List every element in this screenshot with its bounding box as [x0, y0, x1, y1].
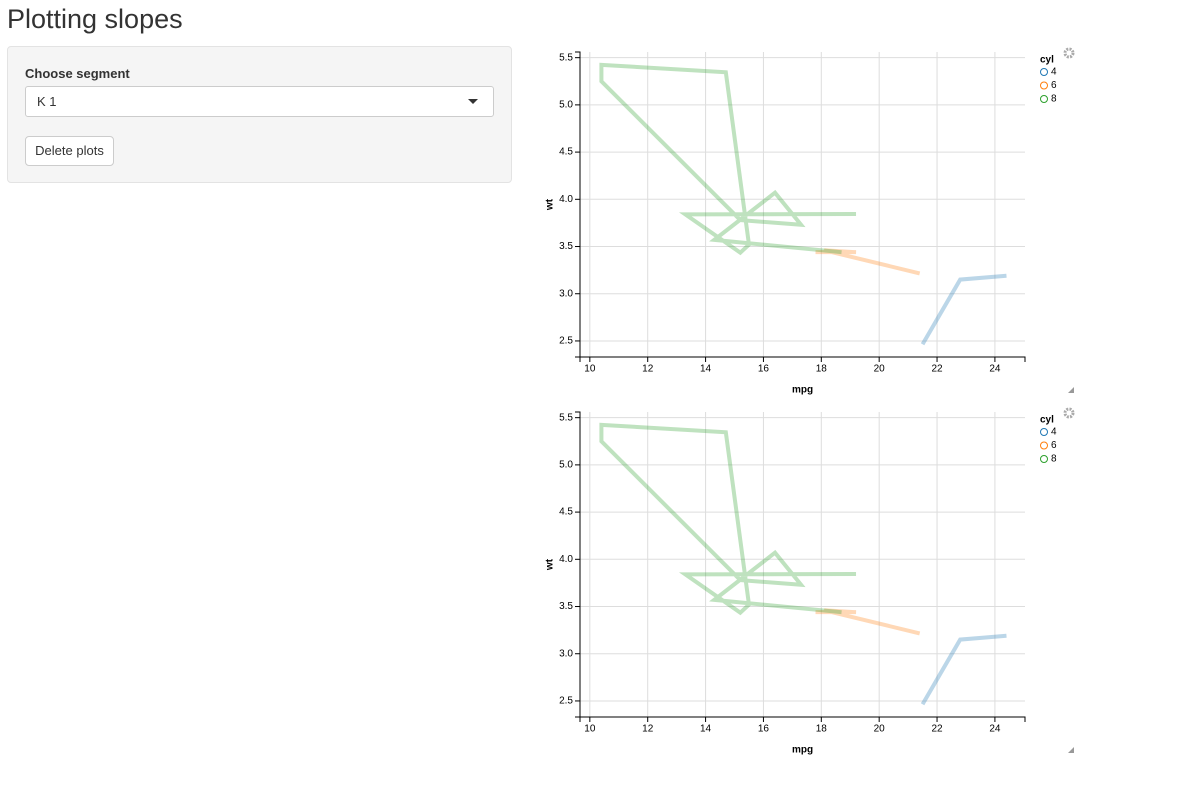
- legend-symbol: [1040, 428, 1048, 436]
- y-tick-label: 2.5: [559, 696, 573, 707]
- x-tick-label: 10: [584, 364, 596, 375]
- y-tick-label: 5.5: [559, 412, 573, 423]
- select-label: Choose segment: [25, 66, 130, 81]
- x-tick-label: 16: [758, 364, 770, 375]
- y-tick-label: 4.5: [559, 147, 573, 158]
- select-value: K 1: [37, 94, 57, 109]
- x-tick-label: 14: [700, 364, 712, 375]
- y-tick-label: 2.5: [559, 336, 573, 347]
- legend-symbol: [1040, 81, 1048, 90]
- segment-select[interactable]: K 1: [25, 86, 494, 117]
- chart: 10 12 14 16 18 20 22 24 2.5 3.0 3.5 4.0 4.5 5.0 5.5 mpg…: [545, 47, 1075, 396]
- y-tick-label: 3.5: [559, 601, 573, 612]
- series-line: [920, 633, 1007, 706]
- x-tick-label: 24: [989, 724, 1001, 735]
- gear-icon[interactable]: [1063, 47, 1075, 59]
- series-line: [815, 608, 921, 636]
- legend-symbol: [1040, 95, 1048, 103]
- x-axis: [579, 716, 1026, 722]
- legend-label: 6: [1051, 440, 1057, 451]
- x-tick-label: 22: [931, 364, 943, 375]
- page-title: Plotting slopes: [7, 4, 183, 34]
- legend-symbol: [1040, 441, 1048, 450]
- y-tick-label: 5.0: [559, 100, 573, 111]
- x-tick-label: 18: [816, 724, 828, 735]
- y-tick-label: 5.0: [559, 460, 573, 471]
- y-tick-label: 4.0: [559, 554, 573, 565]
- y-axis: [575, 51, 581, 358]
- legend-title: cyl: [1040, 55, 1054, 66]
- legend-label: 6: [1051, 80, 1057, 91]
- resize-handle: [1068, 387, 1074, 393]
- x-tick-label: 18: [816, 364, 828, 375]
- legend-symbol: [1040, 68, 1048, 76]
- legend-title: cyl: [1040, 415, 1054, 426]
- x-tick-label: 12: [642, 364, 654, 375]
- gear-icon[interactable]: [1063, 407, 1075, 419]
- legend-label: 4: [1051, 67, 1057, 78]
- x-tick-label: 16: [758, 724, 770, 735]
- x-tick-label: 20: [874, 364, 886, 375]
- legend-label: 8: [1051, 94, 1057, 105]
- y-tick-label: 5.5: [559, 52, 573, 63]
- x-tick-label: 14: [700, 724, 712, 735]
- x-tick-label: 20: [874, 724, 886, 735]
- chart: 10 12 14 16 18 20 22 24 2.5 3.0 3.5 4.0 4.5 5.0 5.5 mpg…: [545, 407, 1075, 756]
- x-axis: [579, 356, 1026, 362]
- y-tick-label: 4.0: [559, 194, 573, 205]
- x-axis-label: mpg: [792, 385, 813, 396]
- y-tick-label: 4.5: [559, 507, 573, 518]
- x-tick-label: 24: [989, 364, 1001, 375]
- y-axis-label: wt: [545, 558, 556, 571]
- legend-symbol: [1040, 455, 1048, 463]
- y-tick-label: 3.5: [559, 241, 573, 252]
- y-tick-label: 3.0: [559, 288, 573, 299]
- series-line: [920, 273, 1007, 346]
- legend-label: 8: [1051, 454, 1057, 465]
- resize-handle: [1068, 747, 1074, 753]
- x-axis-label: mpg: [792, 745, 813, 756]
- x-tick-label: 12: [642, 724, 654, 735]
- caret: [468, 99, 478, 104]
- series-line: [599, 62, 857, 256]
- series-line: [815, 248, 921, 276]
- x-tick-label: 10: [584, 724, 596, 735]
- legend-label: 4: [1051, 427, 1057, 438]
- y-axis: [575, 411, 581, 718]
- y-axis-label: wt: [545, 198, 556, 211]
- sidebar-panel: Choose segment K 1 Delete plots: [7, 46, 512, 183]
- x-tick-label: 22: [931, 724, 943, 735]
- delete-button[interactable]: Delete plots: [25, 136, 114, 166]
- y-tick-label: 3.0: [559, 648, 573, 659]
- series-line: [599, 422, 857, 616]
